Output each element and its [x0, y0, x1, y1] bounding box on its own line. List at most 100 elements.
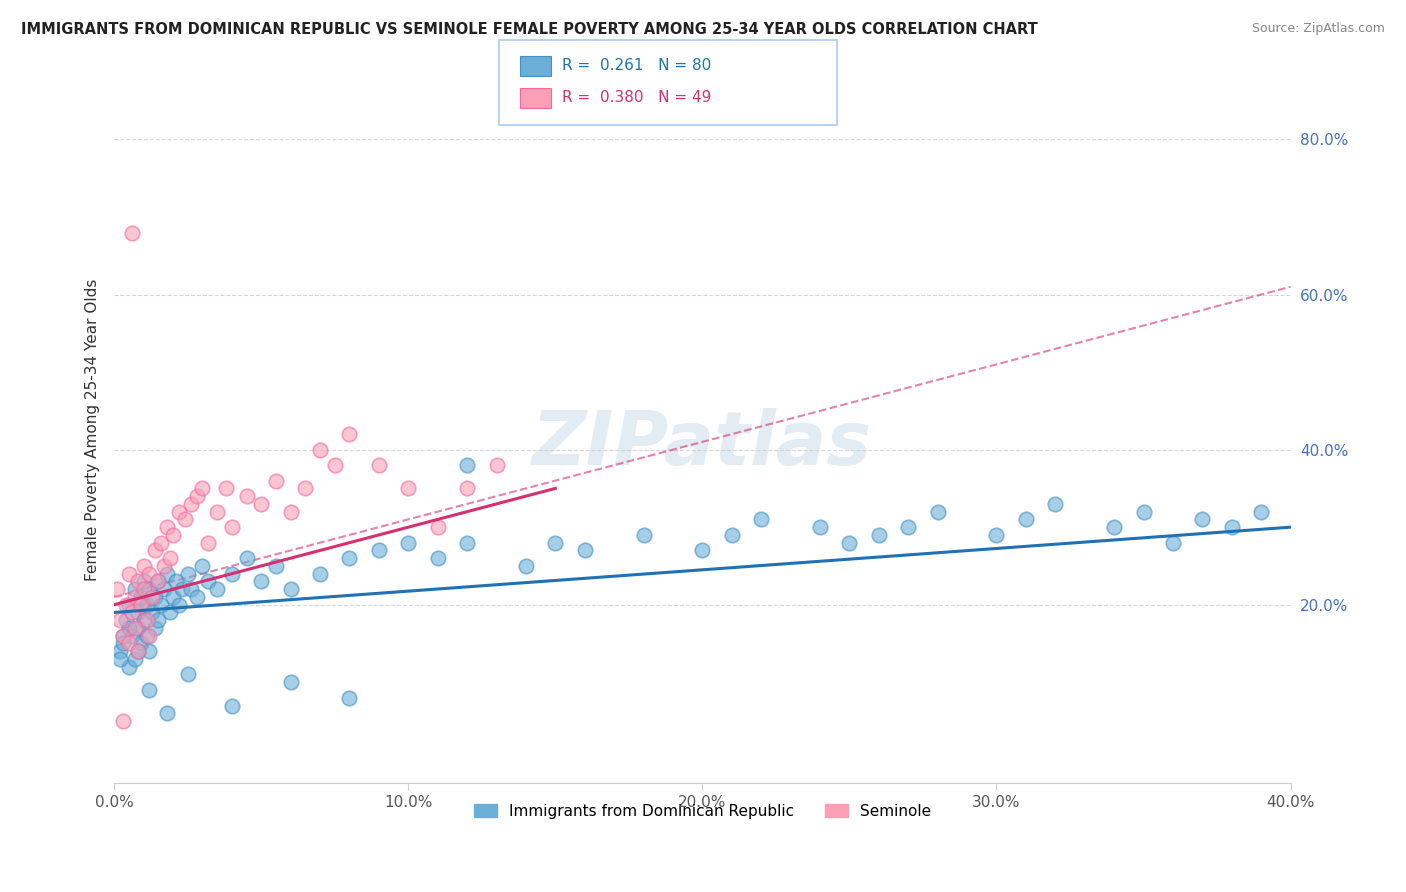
Point: [170, 582, 193, 597]
Point: [124, 582, 146, 597]
Point: [456, 535, 478, 549]
Point: [339, 551, 361, 566]
Point: [309, 442, 332, 457]
Point: [1250, 505, 1272, 519]
Point: [145, 621, 167, 635]
Text: R =  0.261   N = 80: R = 0.261 N = 80: [562, 58, 711, 72]
Point: [148, 574, 170, 589]
Text: IMMIGRANTS FROM DOMINICAN REPUBLIC VS SEMINOLE FEMALE POVERTY AMONG 25-34 YEAR O: IMMIGRANTS FROM DOMINICAN REPUBLIC VS SE…: [21, 22, 1038, 37]
Point: [367, 458, 389, 472]
Point: [162, 590, 184, 604]
Legend: Immigrants from Dominican Republic, Seminole: Immigrants from Dominican Republic, Semi…: [468, 797, 936, 825]
Point: [838, 535, 860, 549]
Point: [205, 505, 228, 519]
Point: [118, 621, 141, 635]
Point: [186, 489, 208, 503]
Point: [132, 558, 155, 573]
Point: [135, 613, 157, 627]
Point: [141, 590, 163, 604]
Point: [129, 636, 152, 650]
Point: [135, 598, 157, 612]
Point: [173, 512, 195, 526]
Text: R =  0.380   N = 49: R = 0.380 N = 49: [562, 90, 711, 104]
Point: [138, 582, 160, 597]
Point: [167, 598, 190, 612]
Point: [264, 474, 287, 488]
Point: [180, 497, 202, 511]
Point: [720, 528, 742, 542]
Point: [108, 613, 131, 627]
Point: [897, 520, 920, 534]
Point: [148, 574, 170, 589]
Point: [485, 458, 508, 472]
Point: [118, 636, 141, 650]
Point: [1220, 520, 1243, 534]
Point: [124, 652, 146, 666]
Point: [132, 613, 155, 627]
Point: [1015, 512, 1038, 526]
Point: [138, 683, 160, 698]
Point: [339, 690, 361, 705]
Point: [150, 535, 173, 549]
Point: [1045, 497, 1067, 511]
Point: [156, 706, 179, 721]
Point: [367, 543, 389, 558]
Point: [165, 574, 187, 589]
Point: [111, 714, 134, 728]
Point: [132, 582, 155, 597]
Point: [177, 566, 200, 581]
Y-axis label: Female Poverty Among 25-34 Year Olds: Female Poverty Among 25-34 Year Olds: [86, 279, 100, 582]
Point: [124, 621, 146, 635]
Point: [235, 489, 257, 503]
Point: [294, 482, 316, 496]
Point: [868, 528, 890, 542]
Point: [544, 535, 567, 549]
Point: [339, 427, 361, 442]
Point: [127, 606, 149, 620]
Point: [280, 505, 302, 519]
Point: [250, 574, 273, 589]
Point: [1102, 520, 1125, 534]
Point: [1132, 505, 1154, 519]
Point: [115, 598, 138, 612]
Point: [124, 590, 146, 604]
Point: [105, 582, 128, 597]
Point: [177, 667, 200, 681]
Point: [111, 636, 134, 650]
Point: [396, 482, 419, 496]
Point: [264, 558, 287, 573]
Point: [148, 613, 170, 627]
Text: ZIPatlas: ZIPatlas: [533, 408, 872, 481]
Point: [127, 574, 149, 589]
Point: [1161, 535, 1184, 549]
Point: [927, 505, 949, 519]
Point: [138, 644, 160, 658]
Point: [280, 675, 302, 690]
Point: [129, 590, 152, 604]
Point: [426, 520, 449, 534]
Point: [138, 629, 160, 643]
Point: [167, 505, 190, 519]
Point: [221, 566, 243, 581]
Point: [309, 566, 332, 581]
Point: [515, 558, 537, 573]
Point: [135, 629, 157, 643]
Point: [121, 606, 143, 620]
Point: [323, 458, 346, 472]
Point: [153, 582, 176, 597]
Point: [280, 582, 302, 597]
Point: [191, 482, 214, 496]
Point: [121, 226, 143, 240]
Point: [118, 566, 141, 581]
Point: [197, 574, 219, 589]
Point: [138, 566, 160, 581]
Point: [111, 629, 134, 643]
Point: [197, 535, 219, 549]
Point: [132, 574, 155, 589]
Point: [456, 458, 478, 472]
Point: [129, 598, 152, 612]
Point: [186, 590, 208, 604]
Point: [1191, 512, 1213, 526]
Point: [633, 528, 655, 542]
Point: [127, 621, 149, 635]
